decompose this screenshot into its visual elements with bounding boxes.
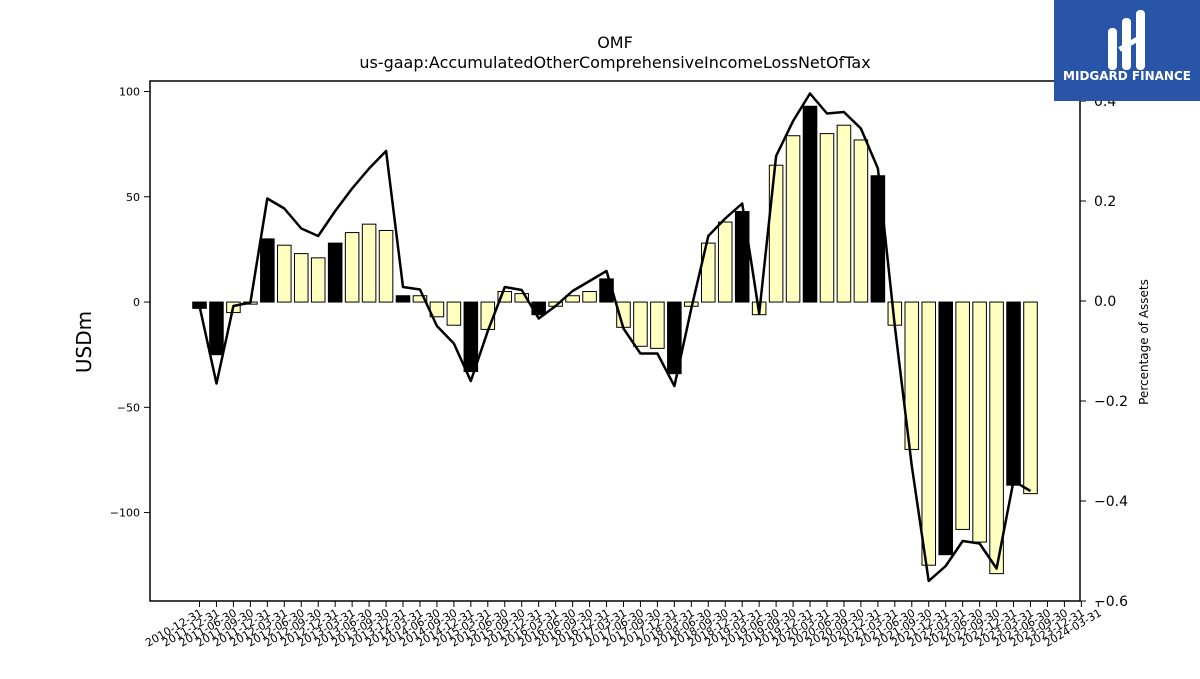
bar-2014-12-31	[463, 301, 479, 373]
bar-2021-12-31	[938, 301, 953, 556]
bar-2014-03-31	[412, 295, 428, 303]
bar-2016-06-30	[565, 295, 580, 303]
bar-2012-12-31	[327, 242, 343, 303]
bar-2021-06-30	[904, 301, 920, 450]
bar-2023-03-31	[1023, 301, 1038, 495]
bar-2020-06-30	[836, 124, 852, 303]
bar-2022-12-31	[1006, 301, 1021, 486]
y-tick-label: 50	[126, 191, 140, 204]
bar-2019-06-30	[768, 164, 784, 303]
logo-mark-icon	[1108, 10, 1145, 70]
y2-tick-label: −0.4	[1094, 494, 1128, 510]
bar-2017-09-30	[650, 301, 665, 349]
bar-2015-06-30	[497, 291, 513, 303]
bar-2020-12-31	[870, 175, 886, 303]
bar-2011-12-31	[260, 238, 275, 303]
bar-2018-06-30	[700, 242, 716, 303]
bar-2018-12-31	[734, 211, 750, 303]
logo-text: MIDGARD FINANCE	[1063, 69, 1191, 83]
line-series	[198, 92, 1032, 583]
y2-axis-label: Percentage of Assets	[1137, 279, 1151, 405]
bar-2013-09-30	[378, 229, 394, 303]
plot-frame	[149, 80, 1081, 602]
y-tick-label: −50	[117, 401, 140, 414]
percentage-of-assets-line	[198, 92, 1032, 583]
y-tick-label: −100	[110, 507, 140, 520]
bar-2022-03-31	[955, 301, 970, 530]
bar-2014-09-30	[446, 301, 462, 326]
bar-2012-09-30	[310, 257, 326, 303]
midgard-finance-logo: MIDGARD FINANCE	[1054, 0, 1200, 101]
chart-subtitle: us-gaap:AccumulatedOtherComprehensiveInc…	[359, 53, 870, 72]
bar-2020-03-31	[819, 133, 835, 303]
bar-2013-12-31	[395, 295, 411, 303]
bar-2013-03-31	[344, 232, 360, 303]
bar-2012-06-30	[293, 253, 309, 303]
y2-tick-label: 0.2	[1094, 194, 1116, 210]
bar-2019-12-31	[802, 105, 818, 303]
bar-2020-09-30	[853, 139, 869, 303]
y2-tick-label: −0.2	[1094, 394, 1128, 410]
bar-2022-06-30	[972, 301, 987, 543]
y2-tick-label: −0.6	[1094, 594, 1128, 610]
bar-2013-06-30	[361, 223, 377, 303]
chart-title: OMF	[597, 33, 633, 52]
y-tick-label: 0	[133, 296, 140, 309]
y-tick-label: 100	[119, 86, 140, 99]
y2-tick-label: 0.0	[1094, 294, 1116, 310]
bar-2021-09-30	[921, 301, 937, 566]
bar-2019-09-30	[785, 135, 801, 303]
bar-series	[192, 105, 1038, 575]
bar-2012-03-31	[277, 244, 292, 303]
bar-2017-12-31	[667, 301, 682, 375]
bar-2017-06-30	[633, 301, 648, 347]
y-axis-label: USDm	[72, 311, 96, 373]
bar-2022-09-30	[989, 301, 1004, 575]
axes: −100−50050100−0.6−0.4−0.20.00.20.42010-1…	[110, 80, 1128, 650]
bar-2011-03-31	[209, 301, 224, 356]
bar-2016-09-30	[582, 291, 597, 303]
bar-2015-09-30	[514, 293, 530, 303]
bar-2018-09-30	[717, 221, 733, 303]
